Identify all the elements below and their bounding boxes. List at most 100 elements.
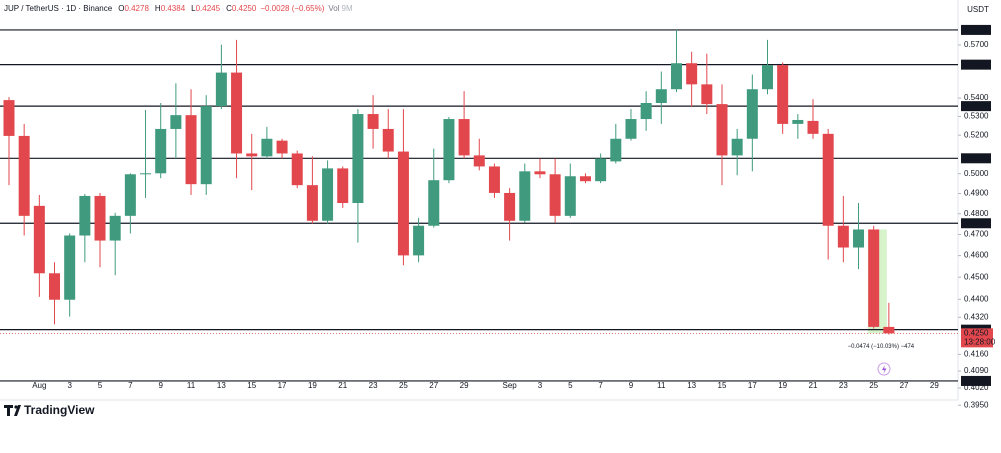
candle-body [579, 176, 591, 182]
ohlc-value: 0.4278 [124, 4, 149, 13]
x-tick-label: 19 [308, 381, 317, 390]
x-tick-label: 13 [217, 381, 226, 390]
candle-body [231, 72, 243, 154]
volume: 9M [342, 4, 353, 13]
level-label: 0.5079 [964, 153, 989, 162]
candle-body [140, 173, 152, 175]
candle-body [549, 174, 561, 216]
y-tick-label: 0.4020 [964, 383, 989, 392]
icon-bolt [882, 365, 887, 374]
candle-body [534, 171, 546, 175]
tradingview-logo: TradingView [4, 403, 95, 417]
candle-body [716, 104, 728, 156]
candle-body [670, 63, 682, 90]
y-tick-label: 0.5200 [964, 130, 989, 139]
candle-body [458, 119, 470, 156]
candle-body [777, 65, 789, 124]
candle-body [170, 115, 182, 129]
candle-body [200, 106, 212, 185]
y-tick-label: 0.4400 [964, 294, 989, 303]
x-tick-label: 21 [338, 381, 347, 390]
ohlc-value: 0.4384 [161, 4, 186, 13]
ohlc-key: O [118, 4, 124, 13]
x-tick-label: 29 [460, 381, 469, 390]
candle-body [443, 119, 455, 181]
candle-body [701, 84, 713, 105]
candle-body [155, 128, 167, 174]
level-label-box [961, 153, 991, 164]
x-tick-label: 3 [538, 381, 543, 390]
candle-body [686, 63, 698, 85]
candle-body [473, 155, 485, 167]
candle-body [64, 235, 76, 300]
y-tick-label: 0.4600 [964, 251, 989, 260]
candle-body [488, 166, 500, 193]
candle-body [367, 114, 379, 129]
x-tick-label: 11 [187, 381, 196, 390]
y-tick-label: 0.5700 [964, 40, 989, 49]
candle-body [625, 119, 637, 139]
x-tick-label: 5 [568, 381, 573, 390]
x-tick-label: 3 [67, 381, 72, 390]
x-tick-label: 17 [278, 381, 287, 390]
level-label: 0.4754 [964, 218, 989, 227]
candle-body [49, 273, 61, 300]
currency: USDT [967, 5, 989, 14]
candle-body [215, 72, 227, 107]
candle-body [3, 100, 15, 136]
candle-body [731, 138, 743, 156]
level-label: 0.5788 [964, 25, 989, 34]
x-tick-label: 5 [98, 381, 103, 390]
candle-body [837, 225, 849, 248]
y-tick-label: 0.4900 [964, 189, 989, 198]
candle-body [185, 115, 197, 185]
x-tick-label: Sep [502, 381, 517, 390]
candle-body [595, 158, 607, 182]
x-tick-label: 21 [809, 381, 818, 390]
candle-body [337, 168, 349, 204]
x-tick-label: 13 [687, 381, 696, 390]
candle-body [382, 128, 394, 152]
header: JUP / TetherUS · 1D · Binance O0.4278 H0.4… [4, 4, 353, 13]
y-tick-label: 0.3950 [964, 400, 989, 409]
y-tick-label: 0.4700 [964, 230, 989, 239]
candle-body [746, 89, 758, 139]
candle-body [610, 138, 622, 162]
level-label-box [961, 101, 991, 112]
candle-body [428, 180, 440, 226]
candle-body [792, 119, 804, 124]
measure-label: −0.0474 (−10.03%) −474 [848, 344, 915, 350]
change: −0.0028 (−0.65%) [260, 4, 324, 13]
ohlc-key: C [226, 4, 232, 13]
x-tick-label: 27 [429, 381, 438, 390]
y-tick-label: 0.5400 [964, 93, 989, 102]
candle-body [261, 138, 273, 157]
last-price-box [961, 328, 993, 348]
candle-body [868, 229, 880, 327]
level-label-box [961, 24, 991, 35]
candle-body [79, 195, 91, 236]
x-tick-label: 29 [930, 381, 939, 390]
candle-body [322, 168, 334, 221]
candle-body [18, 135, 30, 216]
ohlc-key: L [191, 4, 196, 13]
y-tick-label: 0.5300 [964, 112, 989, 121]
ohlc-value: 0.4250 [232, 4, 257, 13]
candle-body [883, 326, 895, 334]
candle-body [640, 103, 652, 120]
candle-body [519, 171, 531, 221]
candle-body [655, 89, 667, 104]
countdown: 13:28:00 [964, 337, 996, 346]
x-tick-label: 17 [748, 381, 757, 390]
candle-body [291, 153, 303, 186]
candle-body [762, 65, 773, 90]
level-label-box [961, 59, 991, 70]
x-tick-label: Aug [32, 381, 46, 390]
level-label: 0.4049 [964, 376, 989, 385]
candle-body [306, 185, 318, 221]
y-tick-label: 0.4320 [964, 312, 989, 321]
level-label-box [961, 218, 991, 229]
level-label-box [961, 375, 991, 386]
